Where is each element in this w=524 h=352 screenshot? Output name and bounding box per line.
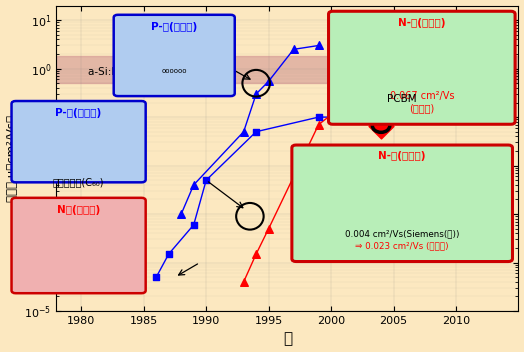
Point — [364, 182, 373, 188]
Point — [314, 122, 323, 127]
Text: N型(蝉着法): N型(蝉着法) — [57, 205, 100, 215]
Text: (産総研): (産総研) — [409, 103, 434, 113]
Point — [190, 222, 198, 228]
Point — [152, 274, 160, 280]
Point — [252, 129, 260, 134]
Point — [239, 279, 248, 285]
Point — [252, 91, 260, 97]
X-axis label: 年: 年 — [283, 332, 292, 346]
Text: フラーレン(C₆₀): フラーレン(C₆₀) — [53, 177, 104, 187]
Point — [265, 226, 273, 232]
Point — [364, 117, 373, 122]
Point — [364, 83, 373, 88]
Point — [265, 78, 273, 84]
Point — [177, 211, 185, 217]
Point — [377, 123, 385, 128]
Point — [252, 251, 260, 257]
Text: P-型(蝉着法): P-型(蝉着法) — [151, 22, 198, 32]
Point — [314, 114, 323, 120]
Text: ⇒ 0.023 cm²/Vs (産総研): ⇒ 0.023 cm²/Vs (産総研) — [355, 241, 449, 250]
Text: 0.004 cm²/Vs(Siemens(独)): 0.004 cm²/Vs(Siemens(独)) — [345, 229, 460, 238]
Text: oooooo: oooooo — [161, 68, 187, 74]
Point — [377, 154, 385, 160]
Text: a-Si:H TFT: a-Si:H TFT — [88, 67, 140, 77]
Point — [314, 43, 323, 48]
Point — [165, 251, 173, 257]
Point — [202, 177, 210, 183]
Text: PCBM: PCBM — [387, 94, 417, 104]
Text: P-型(塗布法): P-型(塗布法) — [56, 108, 102, 118]
Point — [327, 114, 335, 120]
Bar — [56, 56, 518, 83]
Point — [239, 129, 248, 134]
Text: N-型(塗布法): N-型(塗布法) — [398, 18, 445, 27]
Text: 0.067 cm²/Vs: 0.067 cm²/Vs — [389, 91, 454, 101]
Y-axis label: 移動度 μ（cm²/Vs）: 移動度 μ（cm²/Vs） — [6, 115, 18, 202]
Text: N-型(塗布法): N-型(塗布法) — [378, 151, 426, 161]
Point — [289, 46, 298, 52]
Point — [190, 182, 198, 188]
